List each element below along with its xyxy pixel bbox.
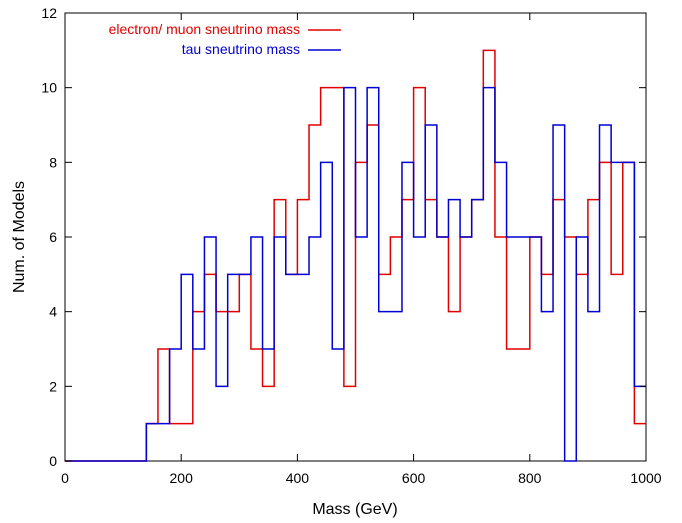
x-tick-label: 200 <box>170 470 194 486</box>
y-tick-label: 8 <box>49 154 57 170</box>
x-tick-label: 400 <box>286 470 310 486</box>
x-tick-label: 600 <box>402 470 426 486</box>
y-tick-label: 2 <box>49 378 57 394</box>
legend-label-tau: tau sneutrino mass <box>182 41 300 57</box>
y-tick-label: 10 <box>41 80 57 96</box>
legend: electron/ muon sneutrino mass tau sneutr… <box>109 21 341 57</box>
series-tau-step-line <box>65 86 646 462</box>
x-tick-label: 1000 <box>630 470 661 486</box>
x-tick-label: 0 <box>61 470 69 486</box>
y-tick-label: 0 <box>49 453 57 469</box>
series-layer <box>65 49 646 462</box>
x-tick-label: 800 <box>518 470 542 486</box>
y-axis-label: Num. of Models <box>11 181 28 293</box>
y-tick-label: 12 <box>41 5 57 21</box>
ticks-layer: 0 200 400 600 800 1000 0 2 4 6 8 10 12 <box>41 5 661 486</box>
y-tick-label: 6 <box>49 229 57 245</box>
x-axis-label: Mass (GeV) <box>312 501 397 518</box>
legend-label-electron-muon: electron/ muon sneutrino mass <box>109 21 300 37</box>
y-tick-label: 4 <box>49 304 57 320</box>
